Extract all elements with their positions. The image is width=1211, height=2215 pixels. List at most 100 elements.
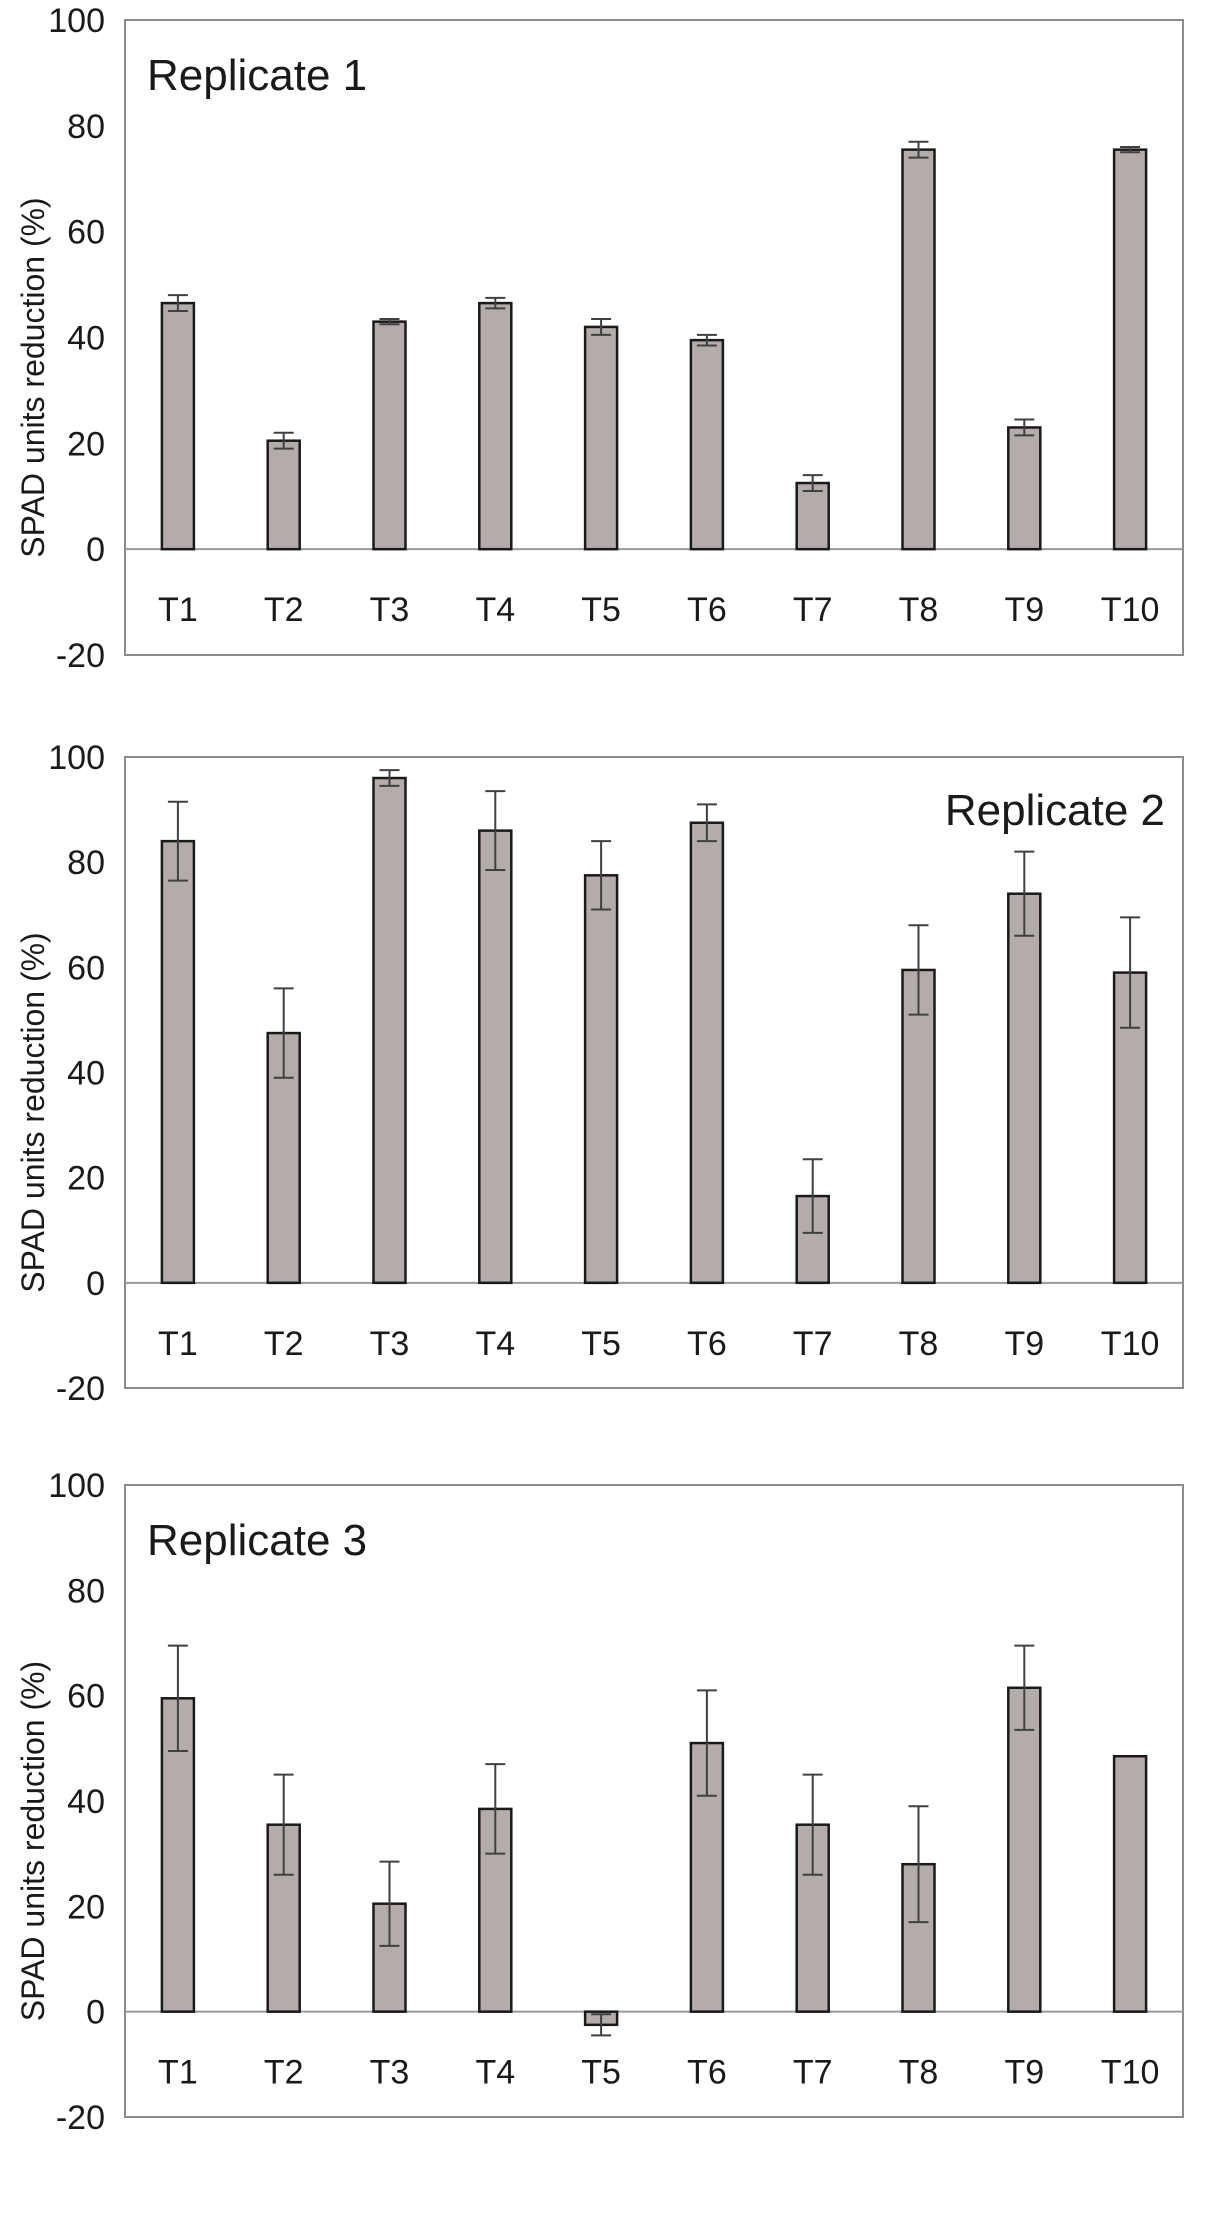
error-bar-t10 [1120, 916, 1141, 1029]
error-bar-t9 [1014, 1644, 1035, 1731]
y-tick-label: 40 [67, 320, 105, 358]
y-tick-label: 0 [86, 1994, 105, 2032]
y-tick-label: 0 [86, 1265, 105, 1303]
category-label-t3: T3 [370, 591, 410, 629]
bar-t8 [901, 148, 936, 551]
panel-title: Replicate 2 [945, 786, 1165, 835]
y-tick-label: 100 [48, 2, 105, 40]
category-label-t10: T10 [1101, 2054, 1160, 2092]
y-axis-label: SPAD units reduction (%) [15, 197, 51, 557]
category-label-t8: T8 [899, 591, 939, 629]
y-tick-label: 20 [67, 1888, 105, 1926]
y-tick-label: 80 [67, 1572, 105, 1610]
plot-area-frame [124, 756, 1184, 1389]
plot-area-frame [124, 1484, 1184, 2118]
bar-t10 [1112, 1754, 1148, 2013]
panel-title: Replicate 3 [147, 1516, 367, 1565]
error-bar-t8 [908, 140, 929, 159]
bar-t9 [1007, 892, 1042, 1285]
category-label-t5: T5 [581, 1325, 621, 1363]
bar-t3 [372, 320, 407, 551]
category-label-t10: T10 [1101, 1325, 1160, 1363]
y-axis-label: SPAD units reduction (%) [15, 1661, 51, 2021]
category-label-t8: T8 [899, 1325, 939, 1363]
bar-t9 [1007, 1686, 1042, 2013]
bar-t8 [901, 968, 936, 1285]
category-label-t6: T6 [687, 2054, 727, 2092]
bar-t5 [583, 325, 619, 551]
error-bar-t2 [273, 987, 294, 1079]
chart-panel-3: -20 0 20 40 60 80 100 T1 T2 T3 T4 T5 T6 T7 T8 T9 T10 SPAD… [15, 1467, 1184, 2137]
category-label-t2: T2 [264, 591, 304, 629]
category-label-t6: T6 [687, 1325, 727, 1363]
error-bar-t5 [591, 840, 612, 911]
error-bar-t7 [802, 1158, 823, 1234]
panel-title: Replicate 1 [147, 51, 367, 100]
category-label-t4: T4 [475, 1325, 515, 1363]
y-tick-label: 60 [67, 1678, 105, 1716]
plot-area-frame [124, 19, 1184, 656]
category-label-t7: T7 [793, 2054, 833, 2092]
bar-t7 [795, 481, 830, 551]
chart-panel-2: -20 0 20 40 60 80 100 T1 T2 T3 T4 T5 T6 T7 T8 T9 T10 SPAD… [15, 739, 1184, 1408]
y-axis-label: SPAD units reduction (%) [15, 932, 51, 1292]
y-tick-label: 60 [67, 214, 105, 252]
error-bar-t10 [1120, 146, 1141, 154]
error-bar-t6 [696, 1689, 717, 1797]
error-bar-t1 [167, 1644, 188, 1752]
error-bar-t7 [802, 474, 823, 492]
bar-t6 [689, 338, 725, 551]
y-tick-label: -20 [56, 637, 105, 675]
error-bar-t8 [908, 1805, 929, 1924]
category-label-t9: T9 [1004, 591, 1044, 629]
category-label-t5: T5 [581, 591, 621, 629]
y-tick-label: 80 [67, 108, 105, 146]
category-label-t2: T2 [264, 2054, 304, 2092]
category-label-t7: T7 [793, 591, 833, 629]
error-bar-t9 [1014, 418, 1035, 437]
category-label-t3: T3 [370, 2054, 410, 2092]
category-label-t6: T6 [687, 591, 727, 629]
y-tick-label: 60 [67, 949, 105, 987]
error-bar-t3 [379, 769, 400, 787]
error-bar-t5 [591, 2013, 612, 2037]
category-label-t4: T4 [475, 591, 515, 629]
category-label-t2: T2 [264, 1325, 304, 1363]
bar-t4 [478, 301, 513, 551]
error-bar-t1 [167, 294, 188, 313]
bar-t5 [583, 874, 619, 1285]
error-bar-t1 [167, 800, 188, 882]
bar-t9 [1007, 426, 1042, 551]
error-bar-t4 [485, 296, 506, 310]
y-tick-label: 100 [48, 739, 105, 777]
y-tick-label: 100 [48, 1467, 105, 1505]
error-bar-t8 [908, 924, 929, 1016]
error-bar-t3 [379, 317, 400, 326]
category-label-t10: T10 [1101, 591, 1160, 629]
category-label-t8: T8 [899, 2054, 939, 2092]
bar-t4 [478, 829, 513, 1285]
error-bar-t3 [379, 1860, 400, 1947]
y-tick-label: 40 [67, 1055, 105, 1093]
error-bar-t9 [1014, 850, 1035, 937]
y-tick-label: 80 [67, 844, 105, 882]
error-bar-t5 [591, 317, 612, 336]
category-label-t1: T1 [158, 2054, 198, 2092]
y-tick-label: 20 [67, 425, 105, 463]
error-bar-t7 [802, 1773, 823, 1876]
error-bar-t2 [273, 1773, 294, 1876]
error-bar-t4 [485, 1763, 506, 1855]
category-label-t9: T9 [1004, 1325, 1044, 1363]
bar-t1 [160, 301, 196, 551]
category-label-t5: T5 [581, 2054, 621, 2092]
category-label-t9: T9 [1004, 2054, 1044, 2092]
error-bar-t4 [485, 790, 506, 872]
bar-t10 [1112, 148, 1148, 551]
error-bar-t2 [273, 431, 294, 450]
y-tick-label: -20 [56, 1370, 105, 1408]
chart-panel-1: -20 0 20 40 60 80 100 T1 T2 T3 T4 T5 T6 T7 T8 T9 T10 SPAD… [15, 2, 1184, 675]
category-label-t1: T1 [158, 1325, 198, 1363]
bar-t2 [266, 439, 301, 551]
y-tick-label: 20 [67, 1160, 105, 1198]
